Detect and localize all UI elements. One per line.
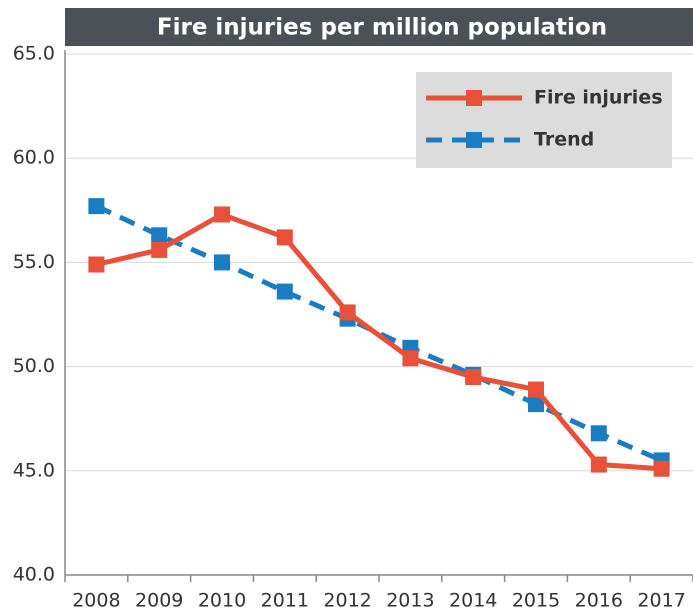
x-tick-label: 2009 [135,590,183,612]
marker [339,304,356,321]
marker [276,229,293,246]
y-tick-label: 40.0 [13,564,55,586]
x-tick-label: 2012 [323,590,371,612]
y-tick-label: 55.0 [13,251,55,273]
y-tick-label: 65.0 [13,43,55,65]
legend-marker [466,90,482,106]
x-tick-label: 2011 [261,590,309,612]
x-tick-label: 2010 [198,590,246,612]
legend-label: Trend [534,129,594,151]
title-bar [65,8,693,46]
x-tick-label: 2017 [637,590,685,612]
legend-box [416,72,672,168]
marker [528,396,544,413]
marker [653,460,670,477]
y-tick-label: 60.0 [13,147,55,169]
marker [214,254,230,271]
marker [214,206,230,223]
marker [276,283,293,300]
legend-label: Fire injuries [534,87,663,109]
x-tick-label: 2013 [386,590,434,612]
x-tick-label: 2008 [72,590,120,612]
marker [88,198,105,215]
x-tick-label: 2014 [449,590,497,612]
x-tick-label: 2016 [575,590,623,612]
y-tick-label: 45.0 [13,459,55,481]
marker [151,241,168,258]
marker [590,456,607,473]
marker [402,350,419,367]
legend-marker [466,132,482,148]
marker [465,369,482,386]
marker [528,381,544,398]
marker [590,425,607,442]
y-tick-label: 50.0 [13,355,55,377]
chart-title: Fire injuries per million population [157,15,607,41]
x-tick-label: 2015 [512,590,560,612]
marker [88,256,105,273]
series-line [95,211,662,472]
marker [151,227,168,244]
